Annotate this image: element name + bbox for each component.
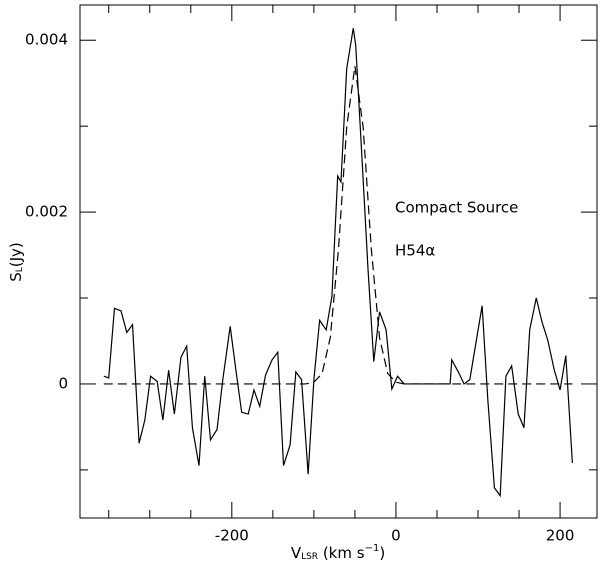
x-label-part: ) [379, 544, 385, 562]
annotation: H54α [395, 242, 435, 260]
x-axis-label: VLSR (km s−1) [291, 543, 385, 562]
y-label-part: (Jy) [7, 242, 25, 267]
x-label-sub: LSR [301, 552, 318, 562]
x-label-part: V [291, 544, 302, 562]
y-axis-label: SL(Jy) [7, 242, 25, 282]
x-label-part: (km s [318, 544, 365, 562]
y-tick-label: 0 [58, 374, 68, 392]
x-label-sup: −1 [365, 543, 380, 554]
x-tick-label: 0 [391, 527, 401, 545]
annotation: Compact Source [395, 199, 518, 217]
y-label-sub: L [15, 267, 25, 272]
data-line [103, 28, 573, 498]
y-tick-label: 0.002 [25, 203, 68, 221]
data-line [103, 65, 573, 385]
x-tick-label: 200 [546, 527, 575, 545]
y-tick-label: 0.004 [25, 31, 68, 49]
y-label-part: S [7, 272, 25, 282]
plot-frame [79, 4, 598, 519]
x-tick-label: -200 [215, 527, 249, 545]
